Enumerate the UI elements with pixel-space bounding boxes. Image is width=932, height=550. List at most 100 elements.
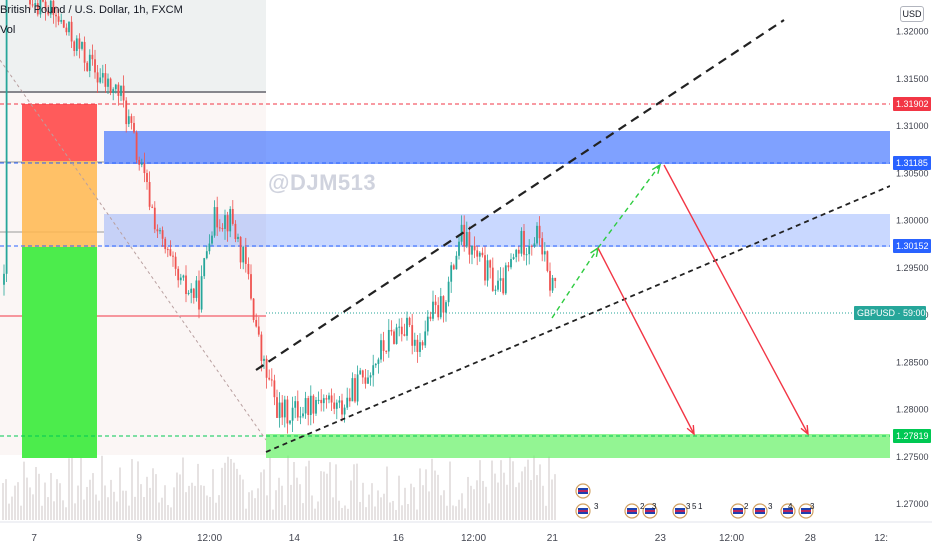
volume-bar [425,469,427,520]
volume-bar [524,466,526,520]
candle [434,301,437,306]
candle [179,277,182,281]
blue-zone-upper[interactable] [104,131,890,164]
volume-bar [122,490,124,520]
price-label-box[interactable] [854,306,926,320]
candle [127,116,130,125]
candle [224,215,226,229]
volume-bar [485,486,487,520]
volume-bar [464,508,466,520]
stop-loss-zone[interactable] [22,104,97,161]
volume-bar [431,458,433,520]
volume-bar [317,501,319,520]
volume-bar [32,494,34,520]
candle [325,398,328,400]
candle [73,41,76,51]
candle [231,208,234,224]
candle [198,280,200,310]
volume-bar [536,475,538,520]
candle [213,207,216,236]
volume-bar [509,456,511,520]
candle [216,207,219,228]
chart-title[interactable]: British Pound / U.S. Dollar, 1h, FXCM [0,4,183,16]
candle [335,402,338,409]
volume-bar [17,482,19,520]
candle [120,85,122,96]
projection-up-1[interactable] [551,247,599,319]
volume-bar [137,461,139,520]
candle [169,249,172,256]
candle [252,298,255,320]
candle [341,400,343,415]
price-label-box[interactable] [893,97,931,111]
projection-down-2[interactable] [663,164,809,435]
volume-bar [77,485,79,520]
candle [307,398,310,415]
candle [354,378,356,402]
volume-bar [230,459,232,520]
volume-bar [473,489,475,520]
volume-bar [215,502,217,520]
candle [356,374,359,402]
candle [211,235,213,244]
volume-bar [149,487,151,520]
candle [481,252,484,256]
volume-bar [308,460,310,520]
volume-bar [5,479,7,520]
volume-label: Vol [0,24,16,36]
upper-channel-line[interactable] [255,19,785,371]
candle [138,159,141,165]
candle [117,84,120,96]
candle [140,163,143,165]
volume-bar [92,473,94,520]
volume-bar [491,460,493,520]
volume-bar [368,494,370,520]
candle [65,27,68,33]
candle [60,20,63,22]
candle [286,399,289,424]
volume-bar [482,480,484,520]
event-count: 5 [692,502,697,511]
blue-zone-lower[interactable] [104,214,890,247]
candle [465,232,468,247]
volume-bar [359,501,361,520]
candle [49,0,52,15]
candle [68,21,70,33]
candle [226,215,229,232]
price-label-box[interactable] [893,156,931,170]
candle [156,229,159,232]
take-profit-zone[interactable] [22,247,97,458]
candle [512,257,515,260]
candle [387,329,390,352]
target-zone[interactable] [266,434,890,458]
candle [432,301,434,319]
volume-bar [329,462,331,520]
candle [203,258,206,277]
candle [510,259,512,268]
time-tick: 7 [31,533,37,544]
volume-bar [224,462,226,520]
volume-bar [305,466,307,520]
volume-bar [251,490,253,520]
candle [528,245,531,255]
volume-bar [446,505,448,520]
volume-bar [218,495,220,520]
price-label-box[interactable] [893,429,931,443]
volume-bar [71,456,73,520]
candle [372,365,375,376]
volume-bar [227,456,229,520]
volume-bar [392,500,394,520]
projection-down-1[interactable] [597,247,695,435]
candle [265,358,268,378]
volume-bar [2,483,4,520]
volume-bar [110,479,112,520]
volume-bar [296,477,298,520]
volume-bar [452,505,454,520]
volume-bar [191,482,193,520]
candle [114,84,117,90]
entry-zone[interactable] [22,161,97,247]
volume-bar [38,473,40,520]
price-label-box[interactable] [893,239,931,253]
currency-button[interactable]: USD [900,6,924,22]
